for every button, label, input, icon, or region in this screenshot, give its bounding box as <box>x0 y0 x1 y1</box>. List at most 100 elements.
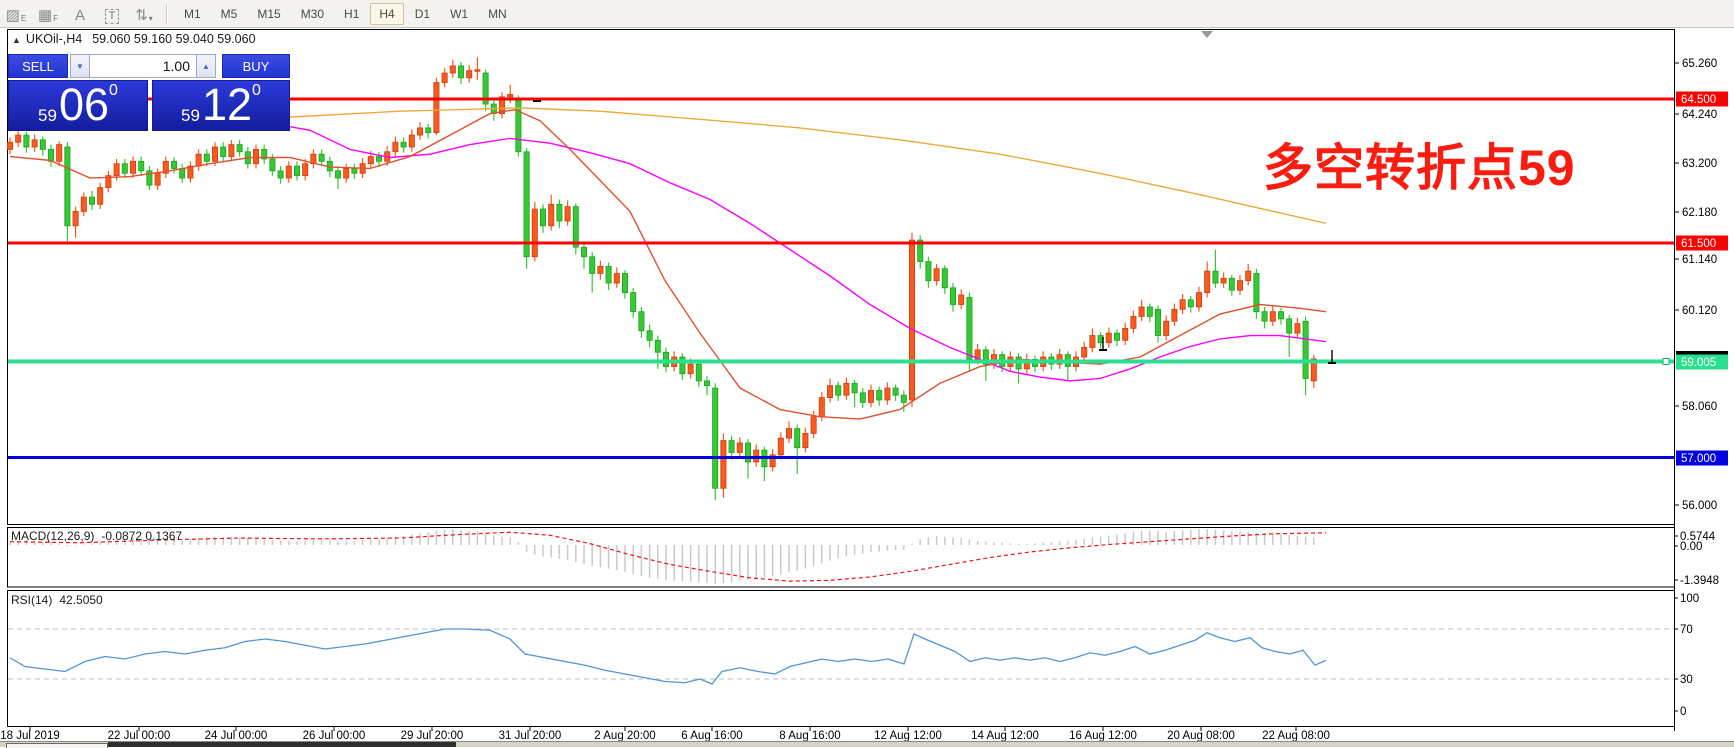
candle <box>1179 299 1186 310</box>
candle <box>293 165 300 177</box>
candle <box>1089 335 1096 348</box>
candle <box>23 134 30 148</box>
fibo-grid-icon[interactable]: ▦ F <box>35 3 61 24</box>
time-axis-label: 20 Aug 08:00 <box>1167 730 1235 742</box>
sell-price-prefix: 59 <box>38 106 57 125</box>
time-axis-label: 2 Aug 20:00 <box>594 730 655 742</box>
collapse-arrow-icon[interactable]: ▲ <box>12 35 21 45</box>
candle <box>318 153 325 162</box>
sell-price-panel[interactable]: 59 06 0 <box>8 80 148 131</box>
fibo-grid-icon-glyph: ▦ <box>37 7 53 24</box>
price-axis-label: 64.240 <box>1682 109 1717 121</box>
buy-button[interactable]: BUY <box>222 54 290 78</box>
candle <box>1220 277 1227 284</box>
candle <box>211 146 218 162</box>
time-axis-label: 31 Jul 20:00 <box>499 730 562 742</box>
candle <box>966 296 973 360</box>
candle <box>564 206 571 222</box>
candle <box>613 273 620 284</box>
candle <box>572 206 579 248</box>
candle <box>589 256 596 274</box>
volume-input[interactable] <box>90 54 196 78</box>
pane-frames <box>7 29 1675 727</box>
candle <box>810 416 817 434</box>
rsi-scale-label: 0 <box>1680 706 1686 718</box>
candle <box>974 349 981 360</box>
candle <box>1286 318 1293 334</box>
time-axis-label: 8 Aug 16:00 <box>779 730 840 742</box>
buy-price-prefix: 59 <box>181 106 200 125</box>
candle <box>203 153 210 162</box>
price-axis-label: 65.260 <box>1682 58 1717 70</box>
candle <box>138 160 145 172</box>
time-axis-label: 22 Jul 00:00 <box>108 730 171 742</box>
sell-button[interactable]: SELL <box>8 54 68 78</box>
candle <box>704 380 711 387</box>
candle <box>236 144 243 153</box>
price-axis-label: 62.180 <box>1682 207 1717 219</box>
volume-decrease-icon[interactable]: ▼ <box>70 54 90 78</box>
price-axis[interactable]: 65.260 64.240 63.200 62.180 61.140 60.120 58.0… <box>1674 29 1728 731</box>
timeframe-button-M30[interactable]: M30 <box>300 6 325 21</box>
candle <box>531 208 538 258</box>
macd-scale-label: 0.5744 <box>1680 531 1716 543</box>
time-axis[interactable]: 18 Jul 2019 22 Jul 00:00 24 Jul 00:00 26 Ju… <box>0 726 1330 743</box>
timeframe-button-M15[interactable]: M15 <box>257 6 281 21</box>
price-axis-label: 58.060 <box>1682 401 1717 413</box>
candle <box>1146 306 1153 317</box>
candle <box>1245 270 1252 282</box>
candle <box>1294 323 1301 334</box>
candle <box>597 265 604 274</box>
candle <box>958 294 965 305</box>
text-box-icon[interactable]: T <box>99 3 125 24</box>
candle <box>1237 280 1244 291</box>
candle <box>892 387 899 396</box>
candle <box>646 330 653 341</box>
candle <box>31 139 38 148</box>
arrow-objects-icon-sub: ▾ <box>148 14 153 23</box>
candle <box>113 163 120 177</box>
candle <box>777 437 784 456</box>
candle <box>687 363 694 375</box>
timeframe-button-M5[interactable]: M5 <box>220 6 238 21</box>
toolbar-separator <box>166 3 168 24</box>
candle <box>1163 320 1170 336</box>
time-axis-label: 22 Aug 08:00 <box>1262 730 1330 742</box>
chart-tab-dark[interactable] <box>108 742 456 747</box>
time-axis-label: 18 Jul 2019 <box>0 730 59 742</box>
candle <box>876 390 883 401</box>
candle <box>827 385 834 398</box>
candle <box>48 148 55 162</box>
timeframe-button-H4[interactable]: H4 <box>370 2 404 25</box>
timeframe-button-H1[interactable]: H1 <box>344 6 360 21</box>
candle <box>720 440 727 489</box>
candle <box>7 141 13 150</box>
buy-price-panel[interactable]: 59 12 0 <box>151 79 290 131</box>
candle <box>794 428 801 449</box>
candle <box>900 394 907 403</box>
equidistant-channel-icon[interactable]: ▨ E <box>3 3 29 24</box>
text-box-icon-glyph: T <box>104 9 120 24</box>
timeframe-button-D1[interactable]: D1 <box>414 6 431 21</box>
timeframe-button-W1[interactable]: W1 <box>450 6 469 21</box>
candle <box>663 351 670 367</box>
candle <box>622 273 629 293</box>
buy-price-big: 12 <box>201 79 253 130</box>
candle <box>1196 292 1203 308</box>
arrow-objects-icon[interactable]: ⇅ ▾ <box>131 3 157 24</box>
candle <box>1056 354 1063 365</box>
text-label-icon[interactable]: A <box>67 3 93 24</box>
rsi-scale-label: 30 <box>1680 674 1693 686</box>
candle <box>343 168 350 179</box>
candle <box>769 454 776 468</box>
hline-handle[interactable] <box>1662 358 1670 365</box>
candle <box>728 440 735 453</box>
time-axis-label: 26 Jul 00:00 <box>303 730 366 742</box>
candle <box>950 287 957 305</box>
toolbar: ▨ E ▦ F A T ⇅ ▾ M1 M5 M15 M30 H1 H4 D1 W1 MN <box>0 0 1734 28</box>
candle <box>1081 347 1088 358</box>
timeframe-button-M1[interactable]: M1 <box>184 6 201 21</box>
volume-increase-icon[interactable]: ▲ <box>196 54 216 78</box>
timeframe-button-MN[interactable]: MN <box>488 6 507 21</box>
